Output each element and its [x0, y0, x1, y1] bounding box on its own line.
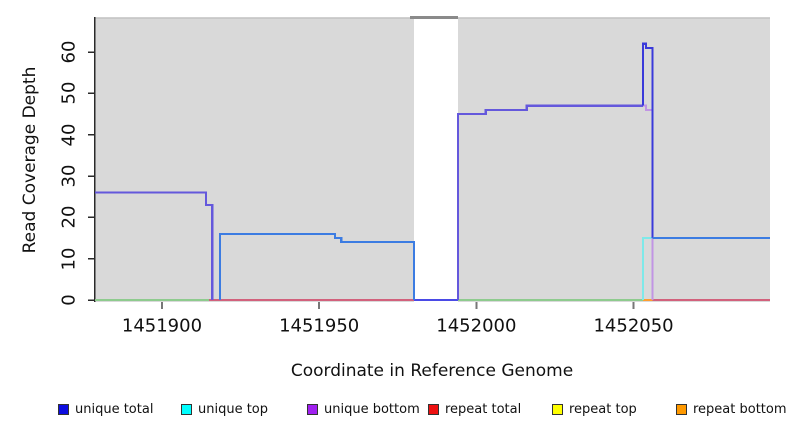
y-tick-label-10: 10: [58, 247, 80, 271]
legend-label: unique bottom: [324, 402, 420, 417]
y-axis-title: Read Coverage Depth: [20, 66, 40, 254]
x-tick-label-1451900: 1451900: [121, 315, 203, 337]
x-tick-label-1452000: 1452000: [436, 315, 517, 337]
legend-item-repeat-bottom: repeat bottom: [676, 402, 787, 417]
legend-swatch-icon: [552, 404, 563, 415]
x-tick-label-1452050: 1452050: [593, 315, 674, 337]
y-tick-label-60: 60: [58, 40, 80, 64]
y-tick-label-0: 0: [58, 294, 80, 306]
legend-label: unique total: [75, 402, 154, 417]
x-axis-title: Coordinate in Reference Genome: [290, 361, 574, 381]
legend-label: repeat bottom: [693, 402, 787, 417]
legend-item-unique-bottom: unique bottom: [307, 402, 420, 417]
legend-item-repeat-total: repeat total: [428, 402, 522, 417]
unique-coverage-26-23-line: [95, 191, 214, 300]
repeat-gap-mask: [414, 17, 459, 302]
legend-label: repeat top: [569, 402, 637, 417]
legend-swatch-icon: [307, 404, 318, 415]
y-tick-label-50: 50: [58, 81, 80, 105]
legend-item-unique-total: unique total: [58, 402, 154, 417]
y-tick-label-40: 40: [58, 123, 80, 147]
legend-swatch-icon: [58, 404, 69, 415]
legend-item-unique-top: unique top: [181, 402, 269, 417]
unique-coverage-16-14-line: [219, 232, 416, 300]
legend-label: unique top: [198, 402, 269, 417]
unique-coverage-45-47-line: [457, 104, 643, 300]
y-tick-label-20: 20: [58, 205, 80, 229]
y-tick-label-30: 30: [58, 164, 80, 188]
legend-label: repeat total: [445, 402, 522, 417]
x-tick-label-1451950: 1451950: [279, 315, 360, 337]
legend-swatch-icon: [428, 404, 439, 415]
legend-swatch-icon: [676, 404, 687, 415]
legend-swatch-icon: [181, 404, 192, 415]
legend-item-repeat-top: repeat top: [552, 402, 637, 417]
unique-total-spike-62-line: [641, 42, 654, 238]
